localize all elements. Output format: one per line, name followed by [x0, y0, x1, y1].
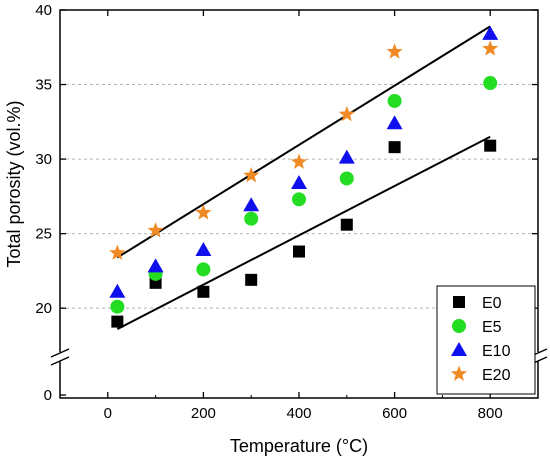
data-point-e5 [483, 76, 498, 91]
data-point-e0 [111, 315, 124, 328]
x-tick-label: 800 [478, 405, 503, 422]
break-gap [50, 352, 70, 361]
break-gap [528, 352, 548, 361]
y-axis-title: Total porosity (vol.%) [4, 100, 24, 267]
trend-lines [116, 25, 491, 330]
data-point-e10 [482, 25, 499, 40]
y-tick-label: 25 [35, 226, 52, 243]
data-points [109, 25, 499, 328]
data-point-e0 [293, 245, 305, 258]
data-point-e20 [290, 153, 308, 169]
data-point-e20 [147, 222, 164, 238]
y-tick-label: 30 [35, 151, 52, 168]
break-slash [50, 356, 70, 366]
data-point-e10 [109, 283, 126, 298]
data-point-e5 [292, 192, 306, 207]
x-tick-label: 200 [191, 405, 216, 422]
data-point-e20 [243, 166, 260, 183]
legend-marker-e5 [452, 319, 466, 333]
data-point-e0 [245, 273, 258, 286]
data-point-e20 [109, 244, 126, 260]
trend-line [116, 135, 491, 330]
y-tick-label: 40 [35, 2, 52, 19]
x-tick-label: 600 [382, 405, 407, 422]
data-point-e10 [243, 197, 260, 212]
data-point-e10 [195, 242, 212, 257]
trend-line [116, 25, 491, 259]
legend-label-e10: E10 [482, 343, 511, 360]
legend-marker-e10 [451, 342, 467, 356]
data-point-e5 [244, 211, 259, 226]
y-tick-label: 35 [35, 77, 52, 94]
data-point-e5 [196, 262, 211, 277]
x-axis-title: Temperature (°C) [230, 436, 368, 456]
legend-marker-e0 [453, 296, 465, 308]
data-point-e5 [110, 299, 125, 314]
legend: E0 E5 E10 E20 [436, 285, 536, 395]
legend-label-e20: E20 [482, 367, 511, 384]
legend-label-e5: E5 [482, 319, 502, 336]
break-slash [50, 348, 70, 358]
legend-marker-e20 [450, 365, 468, 381]
x-tick-label: 400 [286, 405, 311, 422]
legend-label-e0: E0 [482, 295, 502, 312]
data-point-e10 [147, 258, 164, 273]
data-point-e10 [291, 174, 307, 189]
data-point-e5 [339, 171, 354, 186]
data-point-e5 [387, 93, 402, 108]
data-point-e0 [388, 141, 401, 154]
data-point-e20 [195, 204, 212, 220]
data-point-e20 [482, 40, 499, 56]
x-tick-label: 0 [104, 405, 112, 422]
data-point-e0 [340, 218, 353, 231]
y-tick-label: 0 [44, 387, 52, 404]
data-point-e0 [484, 139, 497, 152]
data-point-e10 [386, 115, 403, 130]
data-point-e0 [197, 285, 210, 298]
data-point-e20 [338, 105, 355, 122]
y-tick-label: 20 [35, 300, 52, 317]
data-point-e20 [386, 43, 403, 59]
data-point-e10 [338, 149, 355, 164]
